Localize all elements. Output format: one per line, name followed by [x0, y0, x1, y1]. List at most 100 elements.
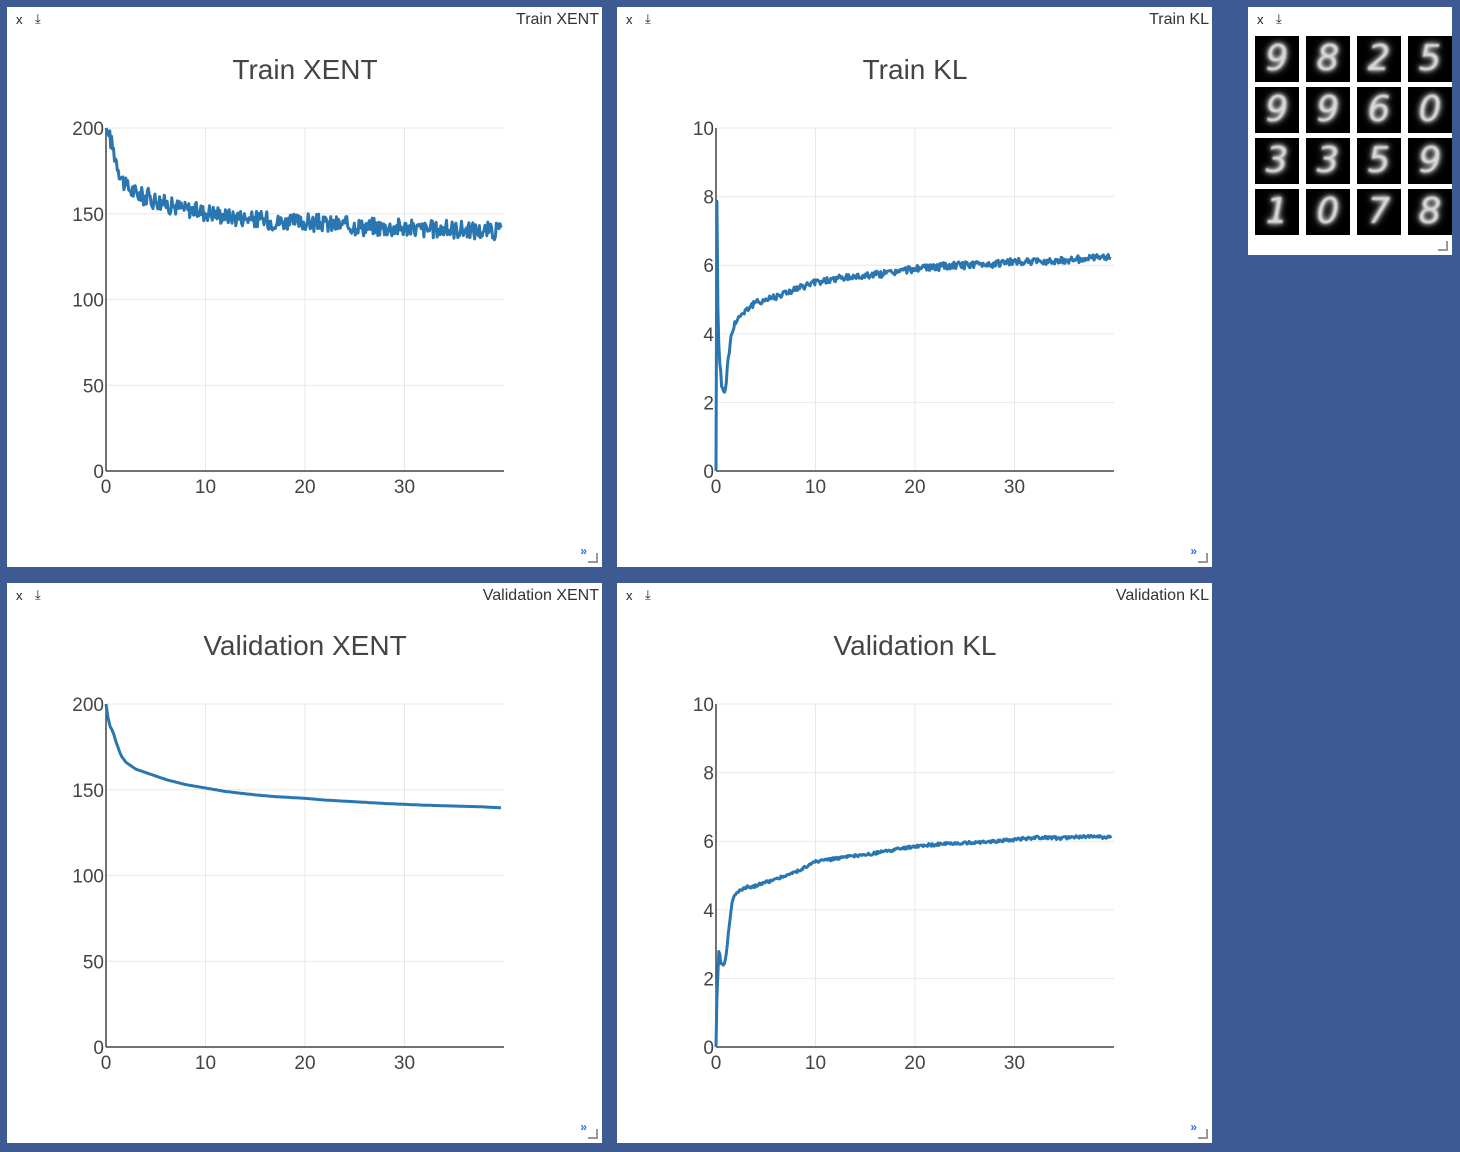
chart-train-xent: Train XENT 0 50 100 150 200 0 10 20 30	[72, 54, 504, 498]
y-tick-label: 150	[72, 781, 104, 802]
digit-glyph: 9	[1316, 89, 1340, 130]
sample-digit-image: 6	[1357, 87, 1401, 133]
series-line	[104, 703, 502, 810]
sample-digit-image: 8	[1408, 189, 1452, 235]
sample-digit-image: 7	[1357, 189, 1401, 235]
digit-glyph: 6	[1367, 89, 1391, 130]
sample-digit-image: 8	[1306, 36, 1350, 82]
sample-digit-image: 3	[1306, 138, 1350, 184]
close-icon[interactable]: x	[1257, 12, 1264, 27]
y-tick-label: 0	[93, 1038, 104, 1059]
digit-glyph: 9	[1265, 89, 1289, 130]
y-tick-label: 100	[72, 291, 104, 312]
x-tick-label: 30	[1004, 477, 1025, 498]
pane-train-xent: x ⤓ Train XENT Train XENT 0 50 100 150 200 0 10…	[7, 7, 602, 567]
pane-title: Validation XENT	[482, 587, 599, 604]
sample-digit-image: 1	[1255, 189, 1299, 235]
x-tick-label: 0	[101, 1053, 112, 1074]
x-tick-label: 30	[394, 1053, 415, 1074]
chart-title: Train XENT	[232, 54, 377, 85]
y-tick-label: 6	[703, 832, 714, 853]
sample-digit-image: 9	[1255, 87, 1299, 133]
x-tick-label: 10	[805, 477, 826, 498]
x-tick-label: 20	[294, 477, 315, 498]
digit-glyph: 8	[1418, 191, 1442, 232]
y-tick-label: 150	[72, 205, 104, 226]
chart-train-kl: Train KL 0 2 4 6 8 10 0 10 20 30	[693, 54, 1114, 498]
chart-title: Validation XENT	[203, 630, 406, 661]
y-tick-label: 4	[703, 325, 714, 346]
resize-handle[interactable]	[588, 1129, 598, 1139]
digit-glyph: 9	[1418, 140, 1442, 181]
digit-glyph: 1	[1265, 191, 1289, 232]
close-icon[interactable]: x	[16, 588, 23, 603]
digit-glyph: 8	[1316, 38, 1340, 79]
sample-digit-image: 5	[1357, 138, 1401, 184]
pane-title: Validation KL	[1115, 587, 1209, 604]
expand-icon[interactable]: »	[1190, 1120, 1197, 1134]
resize-handle[interactable]	[1198, 1129, 1208, 1139]
chart-validation-xent: Validation XENT 0 50 100 150 200 0 10 20 30	[72, 630, 504, 1074]
digit-glyph: 0	[1418, 89, 1442, 130]
expand-icon[interactable]: »	[580, 544, 587, 558]
digit-glyph: 5	[1367, 140, 1391, 181]
sample-digit-image: 9	[1408, 138, 1452, 184]
y-tick-label: 0	[703, 462, 714, 483]
close-icon[interactable]: x	[626, 588, 633, 603]
y-tick-label: 10	[693, 119, 714, 140]
y-tick-label: 0	[703, 1038, 714, 1059]
digit-glyph: 0	[1316, 191, 1340, 232]
sample-digit-image: 0	[1408, 87, 1452, 133]
x-tick-label: 20	[904, 1053, 925, 1074]
x-tick-label: 20	[904, 477, 925, 498]
resize-handle[interactable]	[1438, 241, 1448, 251]
download-icon[interactable]: ⤓	[35, 11, 41, 26]
x-tick-label: 30	[394, 477, 415, 498]
x-tick-label: 0	[101, 477, 112, 498]
y-tick-label: 200	[72, 119, 104, 140]
pane-toolbar: x ⤓ Train XENT	[7, 7, 602, 31]
digit-glyph: 9	[1265, 38, 1289, 79]
sample-digit-image: 3	[1255, 138, 1299, 184]
resize-handle[interactable]	[588, 553, 598, 563]
y-tick-label: 10	[693, 695, 714, 716]
expand-icon[interactable]: »	[1190, 544, 1197, 558]
y-tick-label: 50	[83, 376, 104, 397]
pane-train-kl: x ⤓ Train KL Train KL 0 2 4 6 8 10 0 10 20 30 »	[617, 7, 1212, 567]
x-tick-label: 0	[711, 1053, 722, 1074]
y-tick-label: 50	[83, 952, 104, 973]
sample-digit-image: 0	[1306, 189, 1350, 235]
sample-digit-image: 9	[1306, 87, 1350, 133]
download-icon[interactable]: ⤓	[645, 11, 651, 26]
chart-title: Train KL	[863, 54, 968, 85]
pane-toolbar: x ⤓ Train KL	[617, 7, 1212, 31]
download-icon[interactable]: ⤓	[645, 587, 651, 602]
series-line	[714, 834, 1113, 1048]
pane-validation-kl: x ⤓ Validation KL Validation KL 0 2 4 6 8 10 0 1…	[617, 583, 1212, 1143]
pane-title: Train KL	[1149, 11, 1209, 28]
digit-glyph: 3	[1316, 140, 1340, 181]
x-tick-label: 0	[711, 477, 722, 498]
y-tick-label: 6	[703, 256, 714, 277]
y-tick-label: 2	[703, 969, 714, 990]
x-tick-label: 20	[294, 1053, 315, 1074]
resize-handle[interactable]	[1198, 553, 1208, 563]
digit-glyph: 2	[1367, 38, 1391, 79]
sample-digit-image: 9	[1255, 36, 1299, 82]
sample-digit-image: 2	[1357, 36, 1401, 82]
pane-toolbar: x ⤓ Validation KL	[617, 583, 1212, 607]
close-icon[interactable]: x	[16, 12, 23, 27]
x-tick-label: 10	[195, 477, 216, 498]
download-icon[interactable]: ⤓	[35, 587, 41, 602]
expand-icon[interactable]: »	[580, 1120, 587, 1134]
pane-validation-xent: x ⤓ Validation XENT Validation XENT 0 50 10…	[7, 583, 602, 1143]
chart-title: Validation KL	[834, 630, 997, 661]
digit-glyph: 3	[1265, 140, 1289, 181]
close-icon[interactable]: x	[626, 12, 633, 27]
y-tick-label: 8	[703, 764, 714, 785]
pane-toolbar: x ⤓	[1248, 7, 1452, 31]
x-tick-label: 30	[1004, 1053, 1025, 1074]
pane-toolbar: x ⤓ Validation XENT	[7, 583, 602, 607]
download-icon[interactable]: ⤓	[1276, 11, 1282, 26]
